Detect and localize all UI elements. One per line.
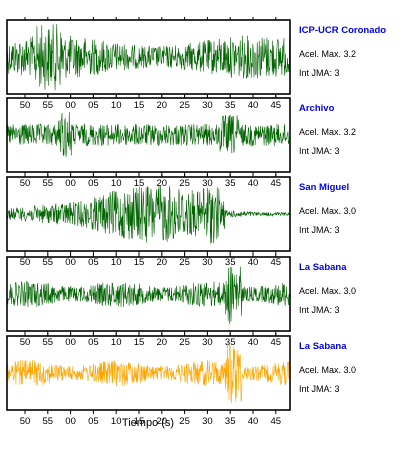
jma-intensity-label: Int JMA: 3 [299,225,340,235]
x-tick-label: 15 [134,416,145,427]
x-tick-label: 00 [65,416,76,427]
x-tick-label: 10 [111,178,122,189]
waveform-trace-4 [6,266,291,325]
x-tick-label: 20 [157,178,168,189]
max-acceleration-label: Acel. Max. 3.2 [299,127,356,137]
panel-4: 50 55 00 05 10 15 20 25 30 35 40 45 La Sabana Acel. M… [6,254,356,348]
x-tick-label: 45 [271,100,282,111]
max-acceleration-label: Acel. Max. 3.2 [299,49,356,59]
station-name: La Sabana [299,262,347,273]
x-tick-label: 25 [179,100,190,111]
x-tick-label: 00 [65,337,76,348]
x-tick-label: 40 [248,337,259,348]
x-tick-label: 55 [43,178,54,189]
x-tick-label: 55 [43,416,54,427]
x-tick-label: 35 [225,178,236,189]
waveform-trace-5 [6,342,291,403]
x-tick-label: 35 [225,337,236,348]
x-tick-label: 30 [202,416,213,427]
max-acceleration-label: Acel. Max. 3.0 [299,206,356,216]
panel-1: 50 55 00 05 10 15 20 25 30 35 40 45 ICP-UCR Coronado… [6,17,386,111]
x-tick-label: 15 [134,337,145,348]
station-name: San Miguel [299,182,349,193]
x-tick-label: 30 [202,257,213,268]
panel-frame-3 [6,176,291,252]
x-tick-label: 10 [111,100,122,111]
x-tick-label: 20 [157,416,168,427]
x-tick-label: 05 [88,178,99,189]
x-tick-label: 20 [157,257,168,268]
x-tick-label: 40 [248,257,259,268]
x-tick-label: 50 [20,100,31,111]
station-name: Archivo [299,103,335,114]
x-tick-label: 20 [157,100,168,111]
x-axis-label: Tiempo (s) [122,417,174,429]
x-tick-label: 40 [248,416,259,427]
x-tick-label: 15 [134,178,145,189]
jma-intensity-label: Int JMA: 3 [299,146,340,156]
x-tick-label: 45 [271,416,282,427]
x-tick-label: 15 [134,257,145,268]
x-tick-label: 05 [88,257,99,268]
x-tick-label: 50 [20,416,31,427]
jma-intensity-label: Int JMA: 3 [299,305,340,315]
x-tick-label: 10 [111,257,122,268]
x-tick-label: 55 [43,257,54,268]
panel-frame-1 [6,19,291,95]
panel-frame-2 [6,97,291,173]
x-tick-label: 00 [65,178,76,189]
x-tick-label: 05 [88,416,99,427]
x-tick-label: 35 [225,257,236,268]
x-tick-label: 00 [65,100,76,111]
x-tick-label: 55 [43,337,54,348]
x-tick-label: 30 [202,100,213,111]
x-tick-label: 30 [202,337,213,348]
max-acceleration-label: Acel. Max. 3.0 [299,286,356,296]
x-tick-label: 45 [271,257,282,268]
x-tick-label: 25 [179,178,190,189]
x-tick-label: 30 [202,178,213,189]
x-tick-label: 50 [20,257,31,268]
x-tick-label: 20 [157,337,168,348]
waveform-trace-1 [6,24,291,91]
panel-frame-4 [6,256,291,332]
panel-frame-5 [6,335,291,411]
x-tick-label: 25 [179,257,190,268]
x-tick-label: 25 [179,337,190,348]
panel-5: 50 55 00 05 10 15 20 25 30 35 40 45 La Sabana Acel. M… [6,333,356,427]
x-tick-label: 55 [43,100,54,111]
x-tick-label: 35 [225,100,236,111]
panel-3: 50 55 00 05 10 15 20 25 30 35 40 45 San Miguel Acel. … [6,174,356,268]
x-tick-label: 45 [271,337,282,348]
jma-intensity-label: Int JMA: 3 [299,384,340,394]
jma-intensity-label: Int JMA: 3 [299,68,340,78]
x-tick-label: 35 [225,416,236,427]
x-tick-label: 50 [20,337,31,348]
panel-2: 50 55 00 05 10 15 20 25 30 35 40 45 Archivo Acel. Max… [6,95,356,189]
x-tick-label: 00 [65,257,76,268]
station-name: La Sabana [299,341,347,352]
x-tick-label: 10 [111,337,122,348]
x-tick-label: 40 [248,100,259,111]
waveform-trace-2 [6,111,291,158]
x-tick-label: 40 [248,178,259,189]
x-tick-label: 50 [20,178,31,189]
x-tick-label: 25 [179,416,190,427]
x-tick-label: 05 [88,100,99,111]
x-tick-label: 05 [88,337,99,348]
x-tick-label: 10 [111,416,122,427]
x-tick-label: 15 [134,100,145,111]
station-name: ICP-UCR Coronado [299,25,386,36]
max-acceleration-label: Acel. Max. 3.0 [299,365,356,375]
x-tick-label: 45 [271,178,282,189]
waveform-trace-3 [6,185,291,244]
